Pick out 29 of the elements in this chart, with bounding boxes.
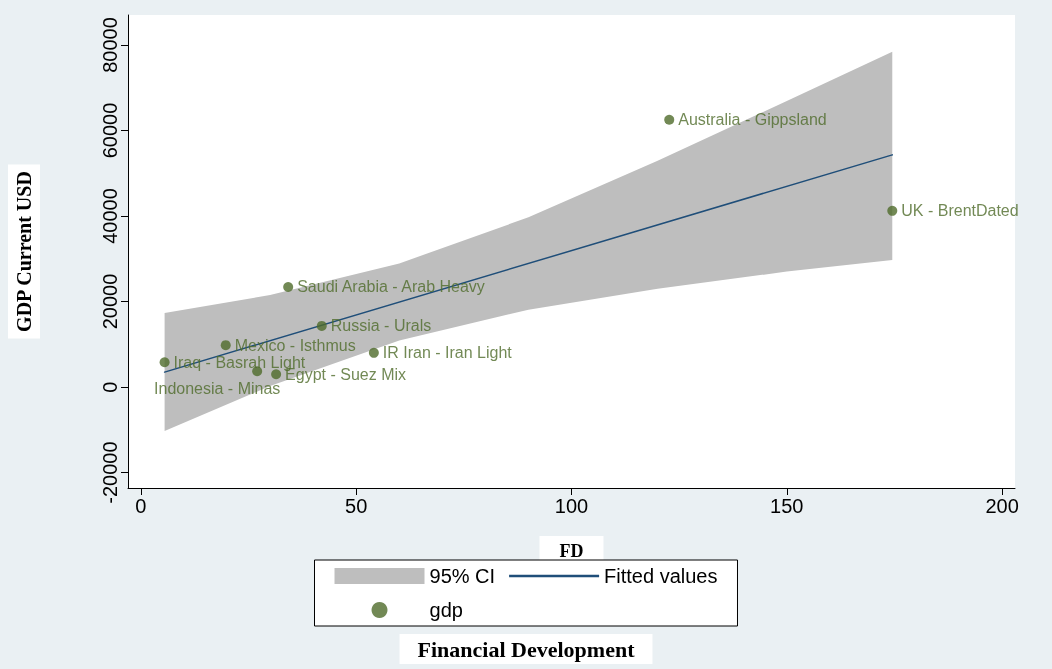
y-tick-label: 80000 [99, 17, 121, 73]
x-axis-title: FD [559, 541, 584, 561]
data-label: Australia - Gippsland [678, 111, 827, 129]
data-label: Russia - Urals [330, 317, 432, 335]
x-tick-label: 150 [770, 495, 804, 517]
point [887, 205, 898, 216]
y-tick-label: 0 [99, 381, 121, 393]
legend-label: 95% CI [429, 565, 496, 587]
point [316, 320, 327, 331]
x-tick-label: 100 [554, 495, 589, 517]
point [159, 357, 170, 368]
y-tick-label: 40000 [99, 188, 121, 244]
data-label: Saudi Arabia - Arab Heavy [297, 278, 485, 296]
x-tick-label: 0 [135, 495, 147, 517]
x-tick-label: 50 [345, 495, 368, 517]
point [220, 340, 231, 351]
y-tick-label: -20000 [99, 441, 121, 504]
data-label: UK - BrentDated [901, 202, 1019, 220]
point [368, 347, 379, 358]
legend-label: gdp [429, 599, 463, 621]
y-tick-label: 20000 [99, 273, 121, 330]
point [664, 114, 675, 125]
y-tick-label: 60000 [99, 102, 121, 159]
data-label: IR Iran - Iran Light [382, 344, 513, 362]
x-tick-label: 200 [985, 495, 1019, 517]
point [283, 282, 294, 292]
legend-label: Fitted values [604, 565, 718, 587]
y-axis-title: GDP Current USD [13, 171, 35, 332]
text: Financial Development [417, 636, 636, 662]
